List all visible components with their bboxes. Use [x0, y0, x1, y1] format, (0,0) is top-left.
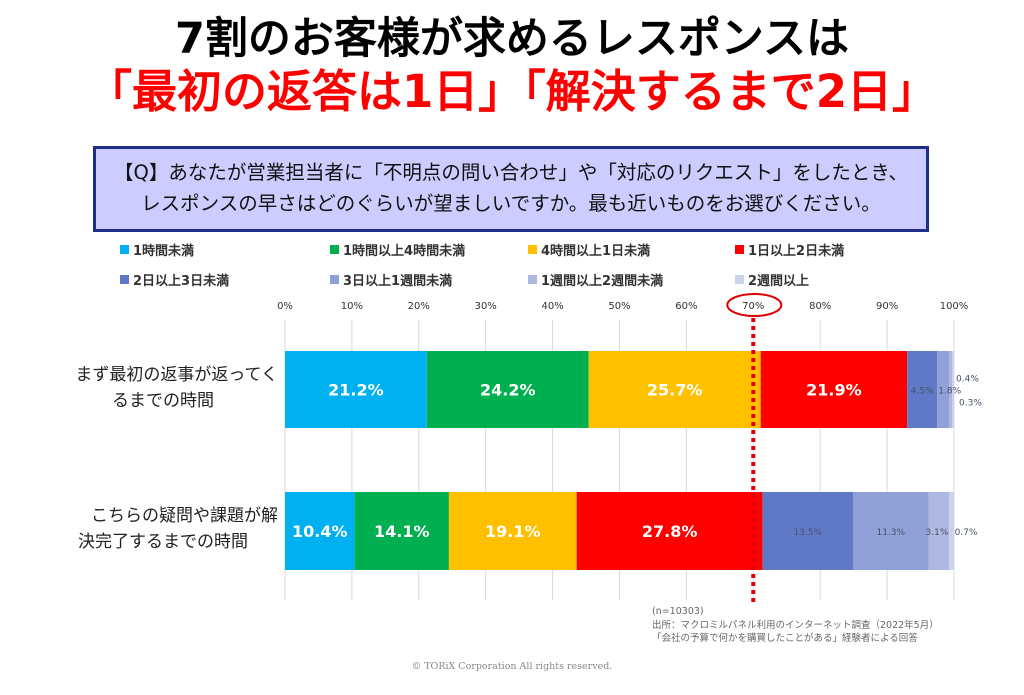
legend-label: 1時間以上4時間未満 [343, 244, 466, 259]
data-label: 1.8% [938, 387, 961, 397]
data-label: 3.1% [926, 528, 949, 538]
x-tick-label: 30% [475, 301, 497, 312]
bar-segment [285, 351, 427, 428]
question-box: 【Q】あなたが営業担当者に「不明点の問い合わせ」や「対応のリクエスト」をしたとき… [93, 146, 929, 232]
legend-item: 1週間以上2週間未満 [528, 274, 663, 290]
bar-segment [426, 351, 589, 428]
annotation-circle [726, 293, 783, 317]
data-label: 11.3% [876, 528, 905, 538]
legend-swatch [330, 245, 339, 254]
data-label: 25.7% [647, 381, 703, 400]
legend-item: 1日以上2日未満 [735, 244, 844, 260]
bar-segment [928, 492, 950, 570]
data-label: 24.2% [480, 381, 536, 400]
category-label-2-line2: 決完了するまでの時間 [78, 532, 248, 552]
data-label: 14.1% [374, 522, 430, 541]
data-label: 10.4% [292, 522, 348, 541]
category-label-1: まず最初の返事が返ってく るまでの時間 [8, 362, 278, 414]
bar-segment [949, 351, 952, 428]
bar-segment [576, 492, 763, 570]
data-label: 4.5% [911, 387, 934, 397]
legend-label: 1週間以上2週間未満 [541, 274, 664, 289]
bar-segment [760, 351, 908, 428]
legend-swatch [735, 245, 744, 254]
x-tick-label: 100% [940, 301, 969, 312]
respondent-note: 「会社の予算で何かを購買したことがある」経験者による回答 [652, 633, 918, 644]
legend-item: 2日以上3日未満 [120, 274, 229, 290]
category-label-2-line1: こちらの疑問や課題が解 [91, 506, 278, 526]
category-label-2: こちらの疑問や課題が解 決完了するまでの時間 [8, 503, 278, 555]
x-tick-label: 50% [608, 301, 630, 312]
x-tick-label: 90% [876, 301, 898, 312]
x-tick-label: 70% [742, 301, 764, 312]
page-title: 7割のお客様が求めるレスポンスは [174, 14, 850, 64]
legend-label: 1時間未満 [133, 244, 195, 259]
x-tick-label: 0% [277, 301, 293, 312]
legend-swatch [735, 275, 744, 284]
source-note: 出所：マクロミルパネル利用のインターネット調査（2022年5月） [652, 620, 939, 631]
legend-swatch [330, 275, 339, 284]
x-tick-label: 60% [675, 301, 697, 312]
legend-swatch [120, 245, 129, 254]
sample-size: (n=10303) [652, 606, 704, 617]
x-tick-label: 40% [541, 301, 563, 312]
data-label: 21.9% [806, 381, 862, 400]
category-label-1-line1: まず最初の返事が返ってく [75, 365, 278, 385]
x-tick-label: 10% [341, 301, 363, 312]
legend-swatch [120, 275, 129, 284]
legend-label: 2週間以上 [748, 274, 810, 289]
copyright: © TORiX Corporation All rights reserved. [411, 661, 613, 672]
legend-label: 2日以上3日未満 [133, 274, 230, 289]
question-line-1: 【Q】あなたが営業担当者に「不明点の問い合わせ」や「対応のリクエスト」をしたとき… [114, 161, 908, 184]
legend-item: 1時間未満 [120, 244, 194, 260]
bar-segment [949, 492, 954, 570]
legend-item: 3日以上1週間未満 [330, 274, 452, 290]
x-tick-label: 20% [408, 301, 430, 312]
data-label: 27.8% [642, 522, 698, 541]
bar-segment [852, 492, 929, 570]
page-subtitle: 「最初の返答は1日」「解決するまで2日」 [86, 65, 938, 118]
legend-item: 2週間以上 [735, 274, 809, 290]
category-label-1-line2: るまでの時間 [112, 391, 214, 411]
legend-swatch [528, 275, 537, 284]
bar-segment [588, 351, 761, 428]
legend-swatch [528, 245, 537, 254]
legend-item: 4時間以上1日未満 [528, 244, 650, 260]
bar-segment [354, 492, 449, 570]
data-label: 21.2% [328, 381, 384, 400]
data-label: 19.1% [485, 522, 541, 541]
x-tick-label: 80% [809, 301, 831, 312]
data-label: 0.4% [956, 375, 979, 385]
data-label: 0.3% [959, 399, 982, 409]
bar-segment [951, 351, 954, 428]
legend-label: 1日以上2日未満 [748, 244, 845, 259]
bar-segment [762, 492, 853, 570]
bar-segment [285, 492, 355, 570]
legend-item: 1時間以上4時間未満 [330, 244, 465, 260]
bar-segment [448, 492, 577, 570]
legend-label: 3日以上1週間未満 [343, 274, 453, 289]
data-label: 0.7% [955, 528, 978, 538]
data-label: 13.5% [794, 528, 823, 538]
bar-segment [907, 351, 938, 428]
question-line-2: レスポンスの早さはどのぐらいが望ましいですか。最も近いものをお選びください。 [141, 192, 881, 215]
legend-label: 4時間以上1日未満 [541, 244, 651, 259]
bar-segment [937, 351, 950, 428]
